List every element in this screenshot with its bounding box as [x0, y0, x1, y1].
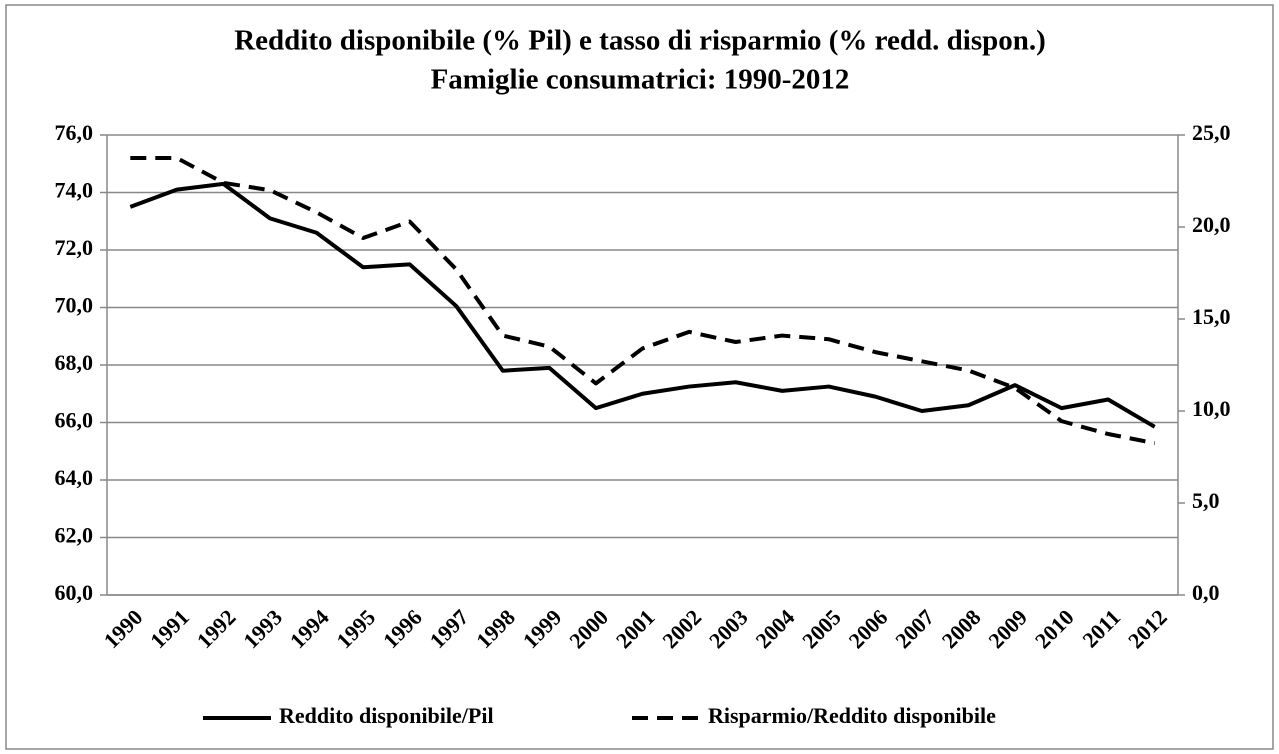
y2-tick-label: 0,0: [1192, 580, 1220, 605]
series-line: [130, 156, 1156, 446]
series-line: [129, 181, 1156, 429]
y-tick-label: 72,0: [55, 235, 94, 260]
y2-tick-label: 20,0: [1192, 212, 1231, 237]
chart-frame: [5, 4, 1274, 750]
y-tick-label: 60,0: [55, 580, 94, 605]
y2-tick-label: 15,0: [1192, 304, 1231, 329]
y-tick-label: 68,0: [55, 350, 94, 375]
y2-tick-label: 10,0: [1192, 396, 1231, 421]
legend-label: Risparmio/Reddito disponibile: [708, 703, 996, 728]
y-tick-label: 70,0: [55, 293, 94, 318]
y-tick-label: 76,0: [55, 120, 94, 145]
y-tick-label: 64,0: [55, 465, 94, 490]
y2-tick-label: 5,0: [1192, 488, 1220, 513]
y-tick-label: 74,0: [55, 178, 94, 203]
y-tick-label: 62,0: [55, 523, 94, 548]
legend-label: Reddito disponibile/Pil: [279, 703, 494, 728]
y2-tick-label: 25,0: [1192, 120, 1231, 145]
y-tick-label: 66,0: [55, 408, 94, 433]
chart-title: Reddito disponibile (% Pil) e tasso di r…: [234, 25, 1046, 57]
chart-subtitle: Famiglie consumatrici: 1990-2012: [431, 64, 850, 96]
